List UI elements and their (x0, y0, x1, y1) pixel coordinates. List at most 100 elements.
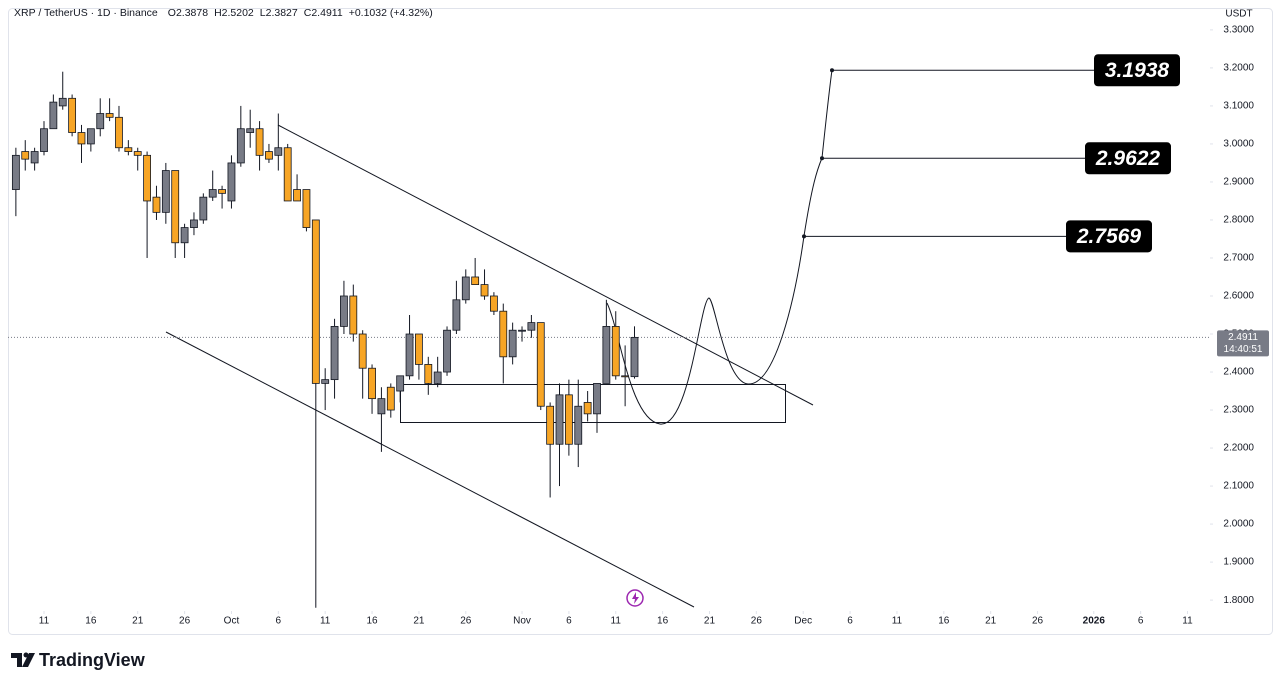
candle-body (21, 151, 30, 160)
x-tick-label: 16 (366, 616, 378, 627)
candle-body (368, 367, 376, 400)
candle-body (630, 336, 639, 378)
candle-body (611, 326, 620, 377)
candle-body (452, 299, 461, 331)
countdown: 14:40:51 (1224, 344, 1263, 355)
x-tick-label: 11 (39, 616, 50, 627)
candle-body (302, 189, 311, 228)
logo-mark (11, 653, 22, 667)
drawings (165, 69, 833, 608)
candle-body (386, 386, 395, 411)
y-tick-label: 1.8000 (1223, 595, 1254, 606)
change: +0.1032 (+4.32%) (349, 7, 433, 19)
candle-body (161, 170, 170, 213)
candle-body (115, 116, 123, 149)
candle-body (105, 113, 114, 118)
candle-body (227, 162, 236, 202)
logo-mark-b (22, 653, 35, 667)
y-tick-label: 2.7000 (1223, 253, 1254, 264)
candle-body (96, 113, 105, 130)
candle-body (518, 329, 526, 332)
candle-body (40, 128, 48, 152)
y-tick-label: 2.1000 (1223, 481, 1254, 492)
candle-body (171, 170, 180, 244)
candle-body (180, 227, 189, 244)
candle-body (133, 151, 142, 156)
candle-body (236, 128, 245, 164)
low-value: 2.3827 (266, 7, 298, 19)
target-dot (820, 156, 824, 161)
y-tick-label: 3.0000 (1223, 139, 1254, 150)
candle-body (536, 322, 545, 407)
brand-logo: TradingView (11, 650, 146, 670)
x-tick-label: 26 (751, 616, 763, 627)
open-label: O (168, 7, 176, 19)
zone-box (400, 384, 786, 423)
candle-body (396, 375, 405, 392)
x-tick-label: 11 (320, 616, 331, 627)
candle-body (311, 219, 320, 384)
candle-body (321, 379, 330, 384)
candle-body (424, 364, 433, 384)
y-tick-label: 2.9000 (1223, 177, 1254, 188)
candle-body (489, 295, 498, 312)
candle-body (461, 276, 470, 301)
candle-body (330, 326, 339, 381)
x-tick-label: 21 (985, 616, 997, 627)
open-value: 2.3878 (176, 7, 208, 19)
target-dot (802, 234, 806, 239)
candle-body (49, 101, 58, 130)
x-tick-label: 11 (892, 616, 903, 627)
target-box (1085, 142, 1171, 175)
candle-body (602, 326, 611, 384)
candle-body (293, 189, 301, 202)
event-icon (626, 589, 644, 607)
target-label: 2.9622 (1095, 147, 1161, 170)
currency: USDT (1225, 9, 1252, 20)
candle-body (527, 322, 536, 331)
high-label: H (214, 7, 222, 19)
candle-body (58, 97, 67, 107)
candle-body (471, 276, 480, 285)
candle-body (152, 196, 161, 213)
y-tick-label: 3.2000 (1223, 63, 1254, 74)
candle-body (415, 333, 423, 365)
candle-body (433, 371, 442, 384)
candle-body (68, 97, 77, 133)
candle-body (86, 128, 95, 145)
x-tick-label: 6 (847, 616, 853, 627)
x-tick-label: 6 (1138, 616, 1144, 627)
target-box (1066, 220, 1152, 253)
x-tick-label: 11 (1182, 616, 1193, 627)
price-tag-label: 2.4911 (1228, 332, 1258, 343)
x-tick-label: 16 (657, 616, 669, 627)
price-tag (1217, 330, 1269, 357)
candle-body (190, 219, 198, 228)
symbol: XRP / TetherUS · 1D · Binance (14, 7, 158, 19)
candle-body (480, 284, 489, 297)
candle-body (499, 310, 508, 358)
y-tick-label: 2.8000 (1223, 215, 1254, 226)
x-tick-label: 2026 (1083, 616, 1106, 627)
candle-body (555, 394, 564, 445)
y-tick-label: 1.9000 (1223, 557, 1254, 568)
low-label: L (260, 7, 266, 19)
x-tick-label: 21 (132, 616, 144, 627)
candle-body (246, 128, 255, 133)
y-tick-label: 2.3000 (1223, 405, 1254, 416)
event-bolt (632, 592, 639, 604)
candle-body (546, 405, 555, 445)
candle-body (564, 394, 573, 445)
candle-body (124, 147, 133, 152)
y-tick-label: 2.2000 (1223, 443, 1254, 454)
brand: TradingView (39, 650, 146, 670)
candle-body (621, 375, 630, 378)
candle-body (255, 128, 264, 156)
target-label: 3.1938 (1105, 59, 1170, 82)
high-value: 2.5202 (222, 7, 254, 19)
candle-body (274, 147, 283, 156)
projection-path (606, 69, 833, 425)
candle-body (358, 333, 367, 369)
